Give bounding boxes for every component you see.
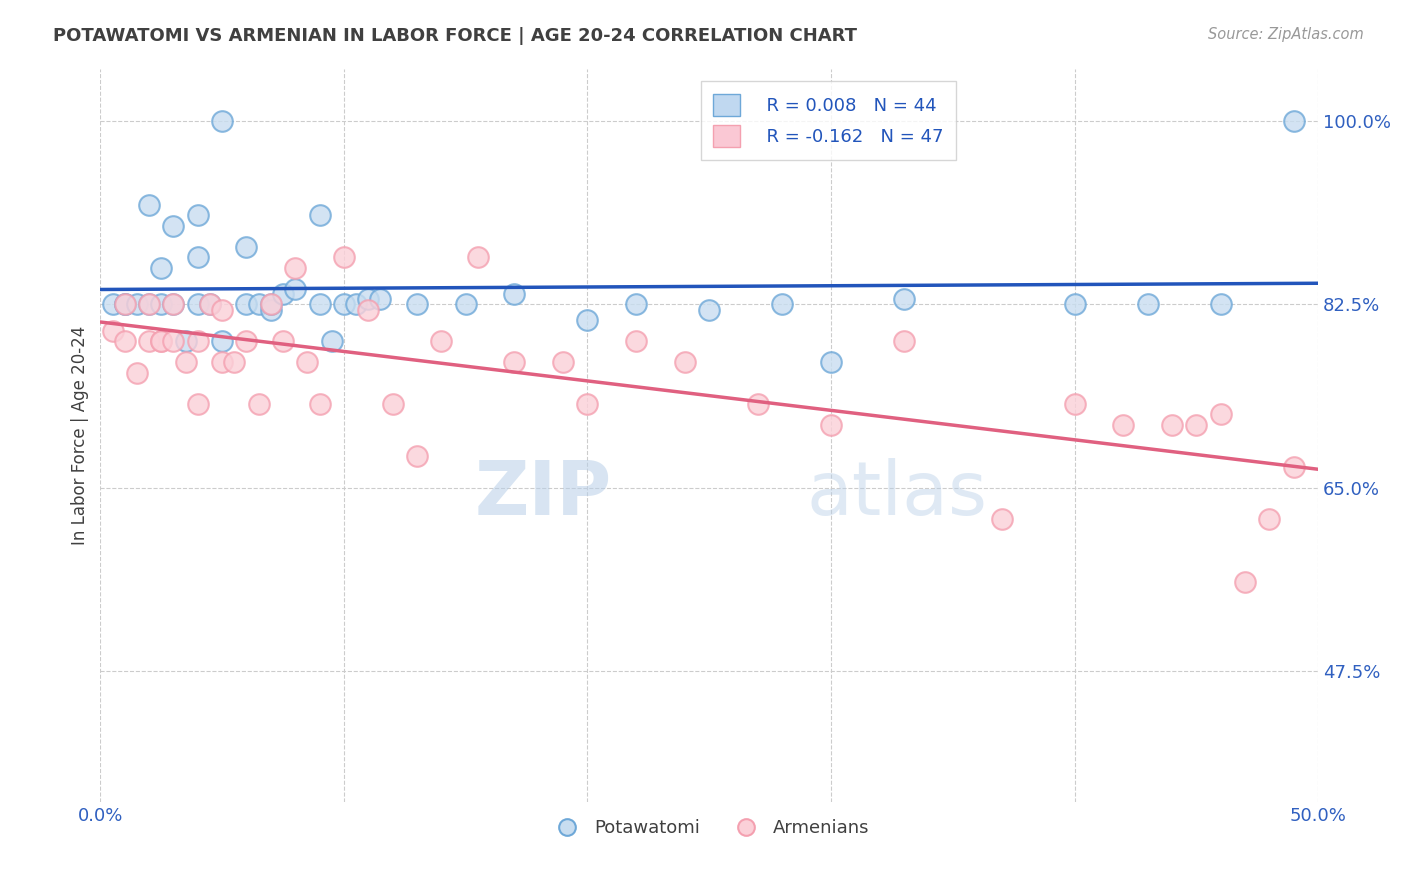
Point xyxy=(125,366,148,380)
Point xyxy=(503,286,526,301)
Point xyxy=(101,324,124,338)
Point xyxy=(576,313,599,327)
Point xyxy=(114,297,136,311)
Point xyxy=(162,297,184,311)
Point xyxy=(576,397,599,411)
Point xyxy=(138,334,160,348)
Point xyxy=(211,114,233,128)
Y-axis label: In Labor Force | Age 20-24: In Labor Force | Age 20-24 xyxy=(72,326,89,545)
Point xyxy=(624,297,647,311)
Text: POTAWATOMI VS ARMENIAN IN LABOR FORCE | AGE 20-24 CORRELATION CHART: POTAWATOMI VS ARMENIAN IN LABOR FORCE | … xyxy=(53,27,858,45)
Point xyxy=(187,208,209,222)
Point xyxy=(198,297,221,311)
Point xyxy=(1209,408,1232,422)
Point xyxy=(344,297,367,311)
Point xyxy=(553,355,575,369)
Point xyxy=(1209,297,1232,311)
Point xyxy=(308,208,330,222)
Point xyxy=(247,297,270,311)
Point xyxy=(308,297,330,311)
Point xyxy=(333,250,356,264)
Point xyxy=(235,240,257,254)
Point xyxy=(1112,417,1135,432)
Point xyxy=(406,297,429,311)
Point xyxy=(1136,297,1159,311)
Point xyxy=(1063,397,1085,411)
Point xyxy=(333,297,356,311)
Point xyxy=(297,355,319,369)
Point xyxy=(114,334,136,348)
Point xyxy=(370,292,392,306)
Point xyxy=(747,397,769,411)
Text: atlas: atlas xyxy=(807,458,987,531)
Point xyxy=(187,250,209,264)
Point xyxy=(893,334,915,348)
Point xyxy=(114,297,136,311)
Point xyxy=(138,198,160,212)
Point xyxy=(820,355,842,369)
Point xyxy=(260,297,283,311)
Point xyxy=(1282,459,1305,474)
Point xyxy=(162,219,184,233)
Point xyxy=(224,355,246,369)
Point xyxy=(321,334,343,348)
Point xyxy=(162,297,184,311)
Point xyxy=(284,260,307,275)
Point xyxy=(211,355,233,369)
Point xyxy=(150,334,173,348)
Point xyxy=(174,334,197,348)
Point xyxy=(820,417,842,432)
Point xyxy=(211,302,233,317)
Point xyxy=(454,297,477,311)
Point xyxy=(697,302,720,317)
Legend: Potawatomi, Armenians: Potawatomi, Armenians xyxy=(543,812,876,845)
Point xyxy=(235,297,257,311)
Point xyxy=(138,297,160,311)
Point xyxy=(235,334,257,348)
Point xyxy=(1234,575,1257,590)
Point xyxy=(150,297,173,311)
Point xyxy=(893,292,915,306)
Point xyxy=(138,297,160,311)
Point xyxy=(1185,417,1208,432)
Point xyxy=(357,292,380,306)
Point xyxy=(1258,512,1281,526)
Point xyxy=(308,397,330,411)
Point xyxy=(260,302,283,317)
Point xyxy=(125,297,148,311)
Point xyxy=(770,297,793,311)
Point xyxy=(381,397,404,411)
Point xyxy=(114,297,136,311)
Text: Source: ZipAtlas.com: Source: ZipAtlas.com xyxy=(1208,27,1364,42)
Point xyxy=(187,397,209,411)
Point xyxy=(260,297,283,311)
Point xyxy=(357,302,380,317)
Point xyxy=(284,282,307,296)
Point xyxy=(150,260,173,275)
Point xyxy=(211,334,233,348)
Point xyxy=(406,450,429,464)
Point xyxy=(162,334,184,348)
Point xyxy=(1063,297,1085,311)
Point xyxy=(271,334,294,348)
Point xyxy=(1282,114,1305,128)
Point xyxy=(187,297,209,311)
Point xyxy=(624,334,647,348)
Point xyxy=(174,355,197,369)
Point xyxy=(150,334,173,348)
Point xyxy=(198,297,221,311)
Text: ZIP: ZIP xyxy=(475,458,612,531)
Point xyxy=(247,397,270,411)
Point xyxy=(1161,417,1184,432)
Point xyxy=(271,286,294,301)
Point xyxy=(430,334,453,348)
Point xyxy=(467,250,489,264)
Point xyxy=(503,355,526,369)
Point xyxy=(187,334,209,348)
Point xyxy=(101,297,124,311)
Point xyxy=(990,512,1012,526)
Point xyxy=(673,355,696,369)
